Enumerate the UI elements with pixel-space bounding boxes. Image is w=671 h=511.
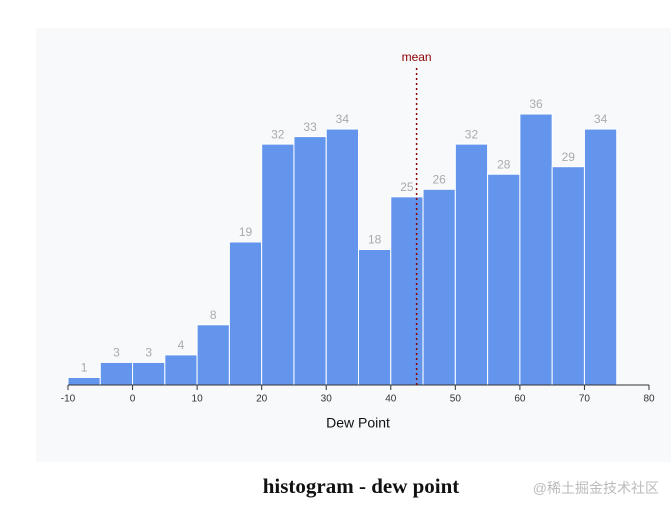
x-tick-label: -10 — [61, 394, 76, 405]
bar — [132, 361, 166, 386]
bar — [422, 188, 456, 386]
bar — [67, 376, 101, 386]
value-label: 3 — [145, 346, 152, 360]
value-label: 18 — [368, 233, 382, 247]
chart: Dew Point 13 348193233341825263228362934-… — [61, 50, 655, 431]
x-tick-label: 20 — [256, 394, 268, 405]
value-label: 33 — [303, 120, 317, 134]
value-label: 26 — [433, 172, 447, 186]
bar — [390, 196, 424, 386]
bar — [99, 361, 134, 386]
value-label: 29 — [562, 150, 576, 164]
value-label: 34 — [336, 112, 350, 126]
value-label: 32 — [465, 127, 479, 141]
x-tick-label: 50 — [450, 394, 462, 405]
bar — [293, 136, 327, 386]
bar — [519, 113, 553, 386]
caption: histogram - dew point — [262, 474, 460, 498]
x-tick-label: 40 — [385, 394, 397, 405]
bar — [487, 173, 521, 386]
x-tick-label: 80 — [643, 394, 655, 405]
bar — [551, 166, 585, 386]
value-label: 3 — [113, 346, 120, 360]
bar — [261, 143, 295, 386]
bar — [454, 143, 489, 386]
value-label: 28 — [497, 157, 511, 171]
x-tick-label: 10 — [192, 394, 204, 405]
x-tick-label: 30 — [321, 394, 333, 405]
value-label: 36 — [529, 97, 543, 111]
value-label: 19 — [239, 225, 253, 239]
value-label: 4 — [178, 338, 185, 352]
bar — [325, 128, 360, 386]
mean-label: mean — [402, 50, 432, 64]
value-label: 8 — [210, 308, 217, 322]
bar — [164, 354, 198, 386]
watermark: @稀土掘金技术社区 — [532, 480, 659, 496]
value-label: 32 — [271, 127, 285, 141]
bar — [196, 324, 230, 386]
value-label: 25 — [400, 180, 414, 194]
x-tick-label: 0 — [130, 394, 136, 405]
x-tick-label: 70 — [579, 394, 591, 405]
bar — [583, 128, 618, 386]
bar — [358, 249, 392, 386]
x-axis-label: Dew Point — [326, 415, 390, 431]
bar — [228, 241, 263, 386]
value-label: 34 — [594, 112, 608, 126]
x-tick-label: 60 — [514, 394, 526, 405]
value-label: 1 — [81, 361, 88, 375]
